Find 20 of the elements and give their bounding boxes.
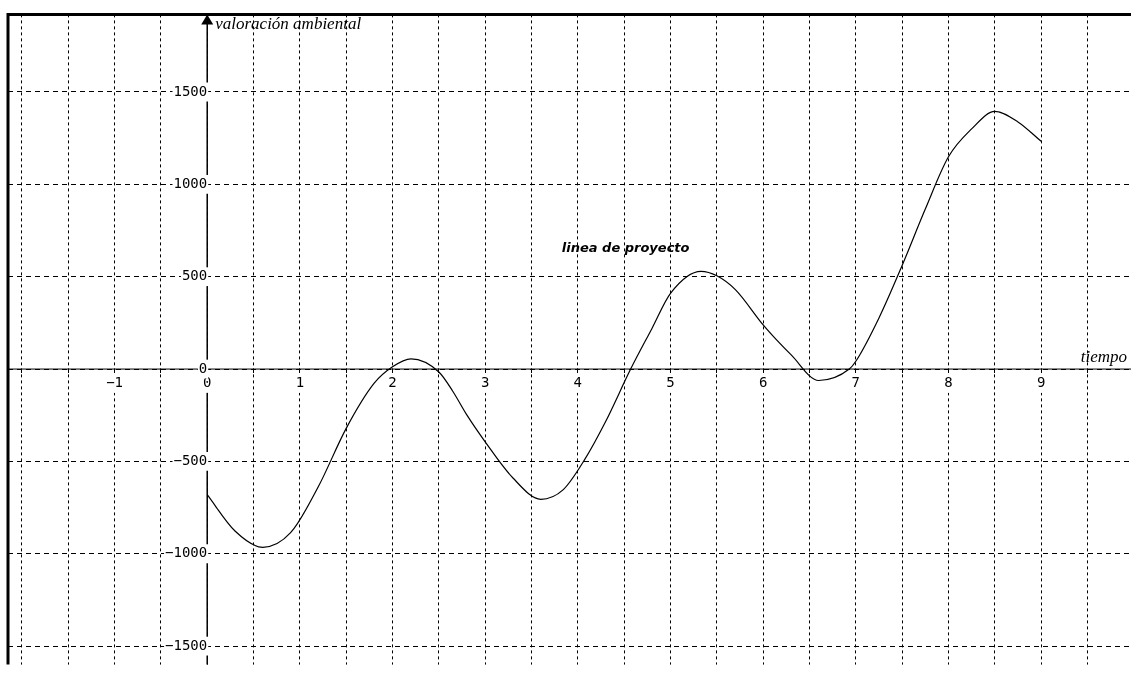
x-tick-label: 5 <box>666 374 675 391</box>
x-tick-label: 6 <box>758 374 768 391</box>
x-tick-label: 7 <box>851 374 861 391</box>
y-tick-label: 500 <box>181 267 208 284</box>
y-tick-label: 0 <box>198 359 208 376</box>
x-tick-label: 1 <box>295 374 305 391</box>
y-tick-label: 1500 <box>173 82 208 99</box>
x-tick-label: −1 <box>106 374 123 391</box>
annotation: linea de proyecto <box>561 239 690 255</box>
x-tick-label: 8 <box>944 374 953 391</box>
y-axis-title: valoración ambiental <box>215 14 362 34</box>
x-tick-label: 9 <box>1036 374 1046 391</box>
x-tick-label: 4 <box>573 374 583 391</box>
y-tick-label: −500 <box>173 452 208 469</box>
x-tick-label: 2 <box>388 374 397 391</box>
x-axis-title: tiempo <box>1080 347 1127 367</box>
x-tick-label: 3 <box>480 374 490 391</box>
y-tick-label: −1500 <box>165 636 208 653</box>
y-tick-label: 1000 <box>173 174 208 191</box>
y-tick-label: −1000 <box>165 544 208 561</box>
